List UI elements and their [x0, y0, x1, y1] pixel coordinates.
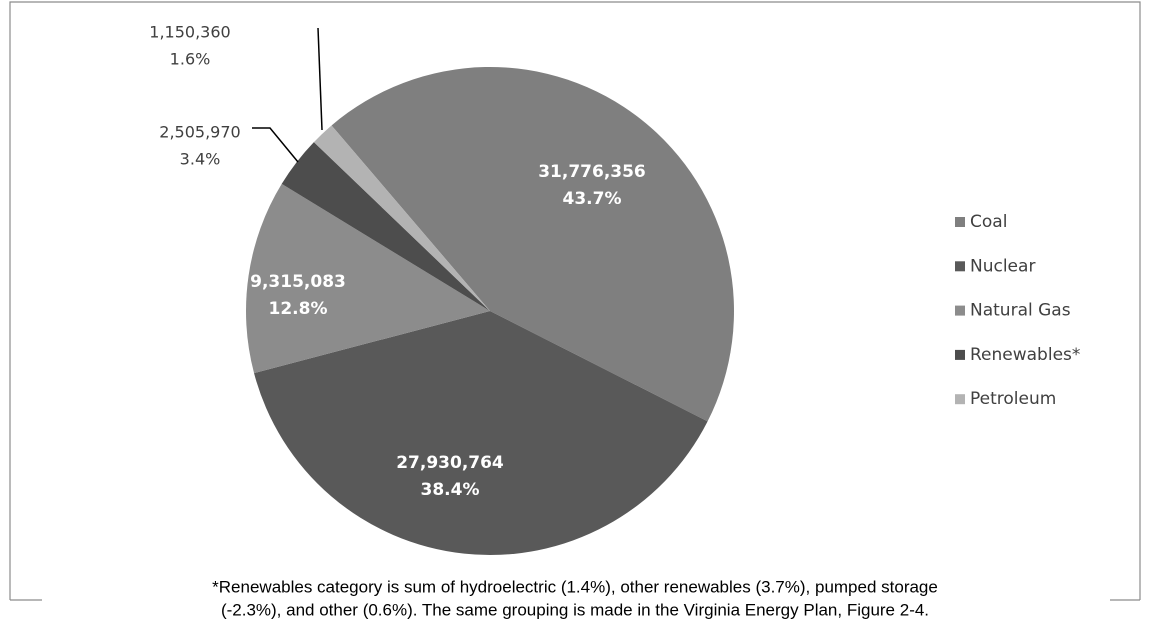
legend-swatch: [955, 261, 965, 272]
pie-slice: [281, 142, 490, 311]
pie-slice: [313, 125, 490, 312]
leader-line: [252, 127, 299, 163]
footnote: *Renewables category is sum of hydroelec…: [212, 577, 938, 596]
pie-slice: [245, 183, 490, 374]
value-label: 31,776,356: [538, 162, 646, 182]
value-label: 9,315,083: [250, 272, 346, 292]
legend-label: Petroleum: [970, 389, 1056, 409]
footnote: (-2.3%), and other (0.6%). The same grou…: [221, 600, 929, 619]
frame: [9, 1, 1141, 601]
legend-label: Natural Gas: [970, 301, 1071, 321]
legend-swatch: [955, 305, 965, 316]
value-label: 27,930,764: [396, 453, 504, 473]
leader-line: [317, 27, 323, 131]
pie-slice: [331, 67, 734, 422]
pie-slice: [254, 311, 708, 555]
percent-label: 1.6%: [170, 50, 211, 69]
legend-label: Nuclear: [970, 256, 1035, 276]
value-label: 2,505,970: [159, 123, 240, 142]
percent-label: 43.7%: [563, 189, 622, 209]
percent-label: 3.4%: [180, 150, 221, 169]
legend-label: Renewables*: [970, 345, 1080, 365]
legend-swatch: [955, 217, 965, 227]
legend-swatch: [955, 349, 965, 360]
percent-label: 12.8%: [269, 299, 328, 319]
value-label: 1,150,360: [149, 23, 230, 42]
legend-label: Coal: [970, 212, 1007, 232]
legend-swatch: [955, 394, 965, 405]
percent-label: 38.4%: [421, 480, 480, 500]
